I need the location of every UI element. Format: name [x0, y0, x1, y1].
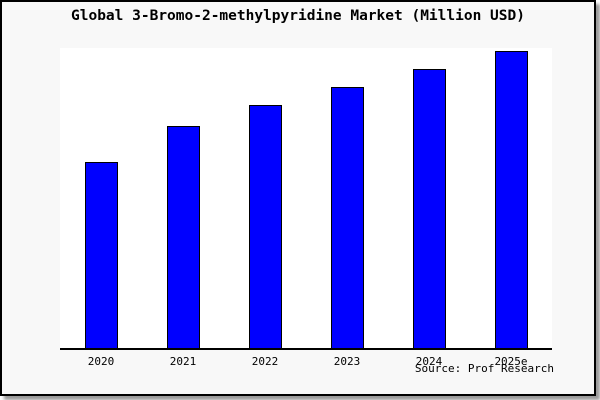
- bar-2024: [412, 69, 446, 348]
- bar-2021: [166, 126, 200, 348]
- x-tick-label: 2023: [333, 355, 361, 368]
- bar-slot: [224, 48, 306, 348]
- bar-slot: [306, 48, 388, 348]
- bar-slot: [142, 48, 224, 348]
- bar-2020: [84, 162, 118, 348]
- bar-2025e: [494, 51, 528, 348]
- x-tick-label: 2021: [169, 355, 197, 368]
- bar-slot: [388, 48, 470, 348]
- chart-title: Global 3-Bromo-2-methylpyridine Market (…: [71, 8, 525, 24]
- bar-2023: [330, 87, 364, 348]
- x-tick-label: 2024: [415, 355, 443, 368]
- x-tick-label: 2022: [251, 355, 279, 368]
- bar-2022: [248, 105, 282, 348]
- x-axis-labels: 2020 2021 2022 2023 2024 2025e: [60, 355, 552, 368]
- plot-area: [60, 48, 552, 350]
- x-tick-label: 2025e: [494, 355, 528, 368]
- bar-slot: [470, 48, 552, 348]
- source-credit: Source: Prof Research: [414, 362, 554, 375]
- bar-slot: [60, 48, 142, 348]
- x-tick-label: 2020: [87, 355, 115, 368]
